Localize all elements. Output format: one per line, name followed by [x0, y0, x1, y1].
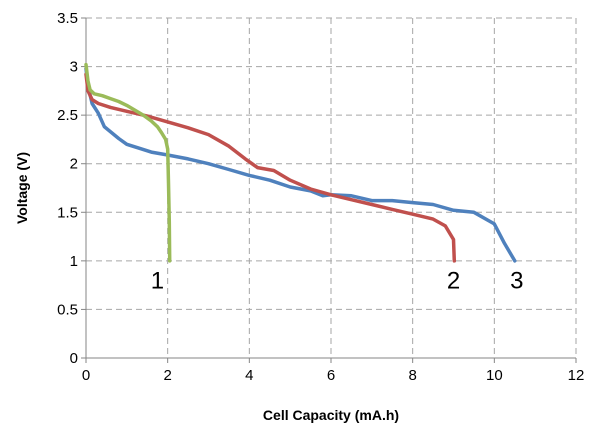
y-tick-label: 2.5	[57, 107, 78, 124]
series-labels: 1 2 3	[151, 267, 524, 294]
axes	[81, 17, 577, 363]
x-tick-labels: 0 2 4 6 8 10 12	[82, 367, 585, 384]
y-axis-title: Voltage (V)	[14, 152, 30, 224]
series-line-3	[84, 66, 517, 263]
x-tick-label: 6	[327, 367, 335, 384]
series-label-1: 1	[151, 267, 164, 294]
y-tick-labels: 0 0.5 1 1.5 2 2.5 3 3.5	[57, 10, 78, 367]
y-tick-label: 1	[70, 253, 78, 270]
series-line-1	[84, 62, 172, 263]
x-tick-label: 4	[245, 367, 253, 384]
y-tick-label: 0	[70, 350, 78, 367]
x-axis-title: Cell Capacity (mA.h)	[263, 407, 399, 423]
series-label-3: 3	[510, 267, 523, 294]
y-tick-label: 2	[70, 156, 78, 173]
x-tick-label: 8	[408, 367, 416, 384]
data-series	[84, 62, 517, 263]
x-tick-label: 2	[163, 367, 171, 384]
y-tick-label: 3.5	[57, 10, 78, 27]
series-line-2	[84, 72, 457, 263]
x-tick-label: 10	[486, 367, 503, 384]
y-tick-label: 0.5	[57, 301, 78, 318]
grid-lines	[86, 17, 577, 358]
series-label-2: 2	[447, 267, 460, 294]
x-tick-label: 0	[82, 367, 90, 384]
x-tick-label: 12	[568, 367, 585, 384]
y-tick-label: 1.5	[57, 204, 78, 221]
y-tick-label: 3	[70, 59, 78, 76]
